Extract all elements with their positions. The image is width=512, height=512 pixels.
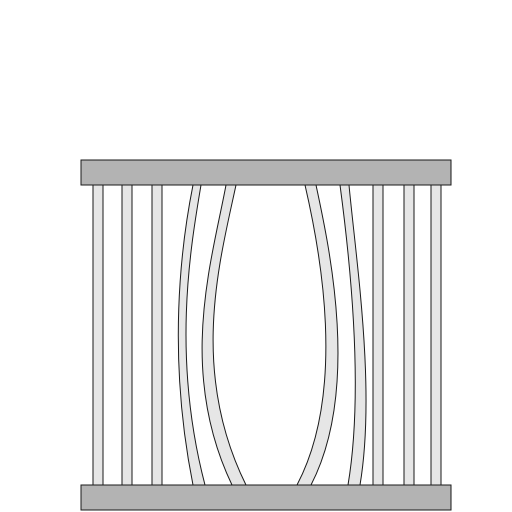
straight-bar-left-3 xyxy=(151,184,163,486)
straight-bar-right-1 xyxy=(372,184,384,486)
straight-bar-right-3 xyxy=(430,184,442,486)
bent-bar-4 xyxy=(339,184,367,486)
bent-bar-1 xyxy=(177,184,206,486)
straight-bar-left-2 xyxy=(121,184,133,486)
bent-bar-2 xyxy=(201,184,247,486)
top-rail xyxy=(80,159,452,186)
bottom-rail xyxy=(80,484,452,511)
bent-bar-3 xyxy=(296,184,339,486)
straight-bar-right-2 xyxy=(403,184,415,486)
straight-bar-left-1 xyxy=(92,184,104,486)
